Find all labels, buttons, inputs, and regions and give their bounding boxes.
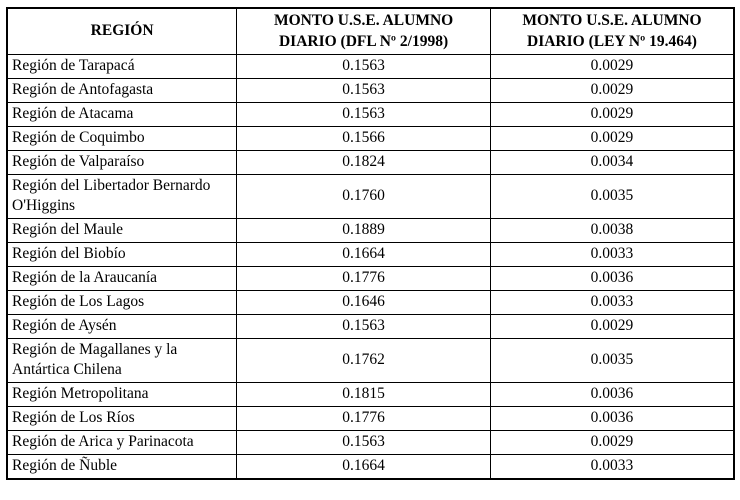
region-cell: Región de Los Ríos xyxy=(6,405,238,431)
dfl-value-cell: 0.1760 xyxy=(236,174,491,219)
table-row: Región de Coquimbo 0.1566 0.0029 xyxy=(6,126,735,151)
header-row: REGIÓN MONTO U.S.E. ALUMNO DIARIO (DFL N… xyxy=(6,7,735,55)
table-row: Región de Los Ríos 0.1776 0.0036 xyxy=(6,405,735,431)
region-cell: Región del Biobío xyxy=(6,241,238,267)
region-cell: Región de Atacama xyxy=(6,102,238,127)
ley-value-cell: 0.0036 xyxy=(489,381,735,407)
table-row: Región Metropolitana 0.1815 0.0036 xyxy=(6,381,735,407)
ley-value-cell: 0.0035 xyxy=(489,337,735,383)
ley-value-cell: 0.0036 xyxy=(489,405,735,431)
dfl-value-cell: 0.1762 xyxy=(236,337,491,383)
table-row: Región de Tarapacá 0.1563 0.0029 xyxy=(6,54,735,79)
dfl-value-cell: 0.1664 xyxy=(236,241,491,267)
use-amounts-table: REGIÓN MONTO U.S.E. ALUMNO DIARIO (DFL N… xyxy=(6,7,735,480)
dfl-value-cell: 0.1815 xyxy=(236,381,491,407)
ley-value-cell: 0.0029 xyxy=(489,78,735,103)
header-region: REGIÓN xyxy=(6,7,238,55)
header-monto-dfl: MONTO U.S.E. ALUMNO DIARIO (DFL Nº 2/199… xyxy=(236,7,491,55)
dfl-value-cell: 0.1646 xyxy=(236,289,491,315)
ley-value-cell: 0.0038 xyxy=(489,217,735,243)
region-cell: Región de Arica y Parinacota xyxy=(6,429,238,455)
dfl-value-cell: 0.1776 xyxy=(236,405,491,431)
dfl-value-cell: 0.1889 xyxy=(236,217,491,243)
table-row: Región de Arica y Parinacota 0.1563 0.0029 xyxy=(6,429,735,455)
ley-value-cell: 0.0033 xyxy=(489,453,735,480)
table-row: Región de Aysén 0.1563 0.0029 xyxy=(6,313,735,339)
region-cell: Región de Aysén xyxy=(6,313,238,339)
region-cell: Región de Coquimbo xyxy=(6,126,238,151)
table-row: Región del Libertador Bernardo O'Higgins… xyxy=(6,174,735,219)
table-row: Región de Atacama 0.1563 0.0029 xyxy=(6,102,735,127)
ley-value-cell: 0.0029 xyxy=(489,126,735,151)
dfl-value-cell: 0.1824 xyxy=(236,150,491,175)
ley-value-cell: 0.0035 xyxy=(489,174,735,219)
table-row: Región de Los Lagos 0.1646 0.0033 xyxy=(6,289,735,315)
table-header: REGIÓN MONTO U.S.E. ALUMNO DIARIO (DFL N… xyxy=(6,7,735,55)
table-row: Región del Biobío 0.1664 0.0033 xyxy=(6,241,735,267)
dfl-value-cell: 0.1566 xyxy=(236,126,491,151)
region-cell: Región de Los Lagos xyxy=(6,289,238,315)
ley-value-cell: 0.0036 xyxy=(489,265,735,291)
region-cell: Región de la Araucanía xyxy=(6,265,238,291)
ley-value-cell: 0.0034 xyxy=(489,150,735,175)
dfl-value-cell: 0.1563 xyxy=(236,313,491,339)
ley-value-cell: 0.0029 xyxy=(489,429,735,455)
ley-value-cell: 0.0033 xyxy=(489,241,735,267)
ley-value-cell: 0.0033 xyxy=(489,289,735,315)
header-monto-ley: MONTO U.S.E. ALUMNO DIARIO (LEY Nº 19.46… xyxy=(489,7,735,55)
region-cell: Región de Magallanes y la Antártica Chil… xyxy=(6,337,238,383)
ley-value-cell: 0.0029 xyxy=(489,54,735,79)
ley-value-cell: 0.0029 xyxy=(489,313,735,339)
dfl-value-cell: 0.1563 xyxy=(236,54,491,79)
dfl-value-cell: 0.1776 xyxy=(236,265,491,291)
table-body: Región de Tarapacá 0.1563 0.0029 Región de … xyxy=(6,54,735,480)
dfl-value-cell: 0.1563 xyxy=(236,78,491,103)
region-cell: Región Metropolitana xyxy=(6,381,238,407)
table-row: Región de Antofagasta 0.1563 0.0029 xyxy=(6,78,735,103)
dfl-value-cell: 0.1664 xyxy=(236,453,491,480)
table-row: Región de la Araucanía 0.1776 0.0036 xyxy=(6,265,735,291)
table-row: Región del Maule 0.1889 0.0038 xyxy=(6,217,735,243)
region-cell: Región de Ñuble xyxy=(6,453,238,480)
table-row: Región de Valparaíso 0.1824 0.0034 xyxy=(6,150,735,175)
region-cell: Región de Valparaíso xyxy=(6,150,238,175)
table-row: Región de Magallanes y la Antártica Chil… xyxy=(6,337,735,383)
dfl-value-cell: 0.1563 xyxy=(236,429,491,455)
dfl-value-cell: 0.1563 xyxy=(236,102,491,127)
region-cell: Región de Tarapacá xyxy=(6,54,238,79)
region-cell: Región del Libertador Bernardo O'Higgins xyxy=(6,174,238,219)
region-cell: Región de Antofagasta xyxy=(6,78,238,103)
region-cell: Región del Maule xyxy=(6,217,238,243)
table-row: Región de Ñuble 0.1664 0.0033 xyxy=(6,453,735,480)
ley-value-cell: 0.0029 xyxy=(489,102,735,127)
